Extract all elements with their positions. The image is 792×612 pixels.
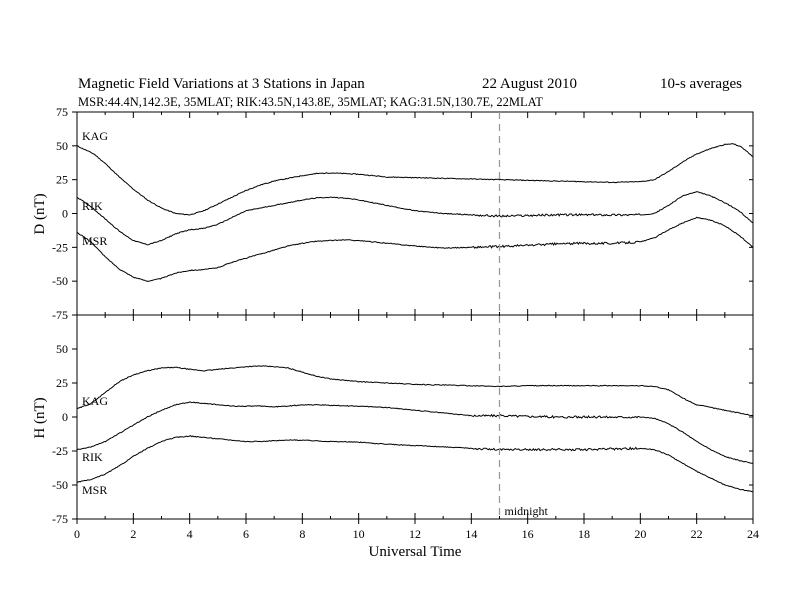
x-tick-label: 18 [578,527,590,541]
d-series-line-msr [76,216,754,283]
h-series-line-msr [76,435,754,493]
h-y-tick-label: -25 [52,444,68,458]
date-label: 22 August 2010 [482,76,577,92]
h-series-label-kag: KAG [82,394,108,408]
x-tick-label: 10 [353,527,365,541]
x-tick-label: 2 [130,527,136,541]
d-y-tick-label: 50 [56,139,68,153]
d-y-tick-label: 25 [56,173,68,187]
h-y-ticks: 50 25 0 -25 -50 -75 [52,315,754,526]
h-panel-frame [76,314,754,520]
h-series-label-rik: RIK [82,450,103,464]
d-series-label-kag: KAG [82,129,108,143]
h-y-tick-label: 0 [62,410,68,424]
x-tick-label: 0 [74,527,80,541]
chart-title: Magnetic Field Variations at 3 Stations … [78,76,365,92]
h-series-line-kag [76,365,754,417]
d-y-tick-label: 75 [56,105,68,119]
d-y-ticks: 75 50 25 0 -25 -50 -75 [52,105,754,322]
x-ticks: 0 2 4 6 8 10 12 14 16 18 20 22 24 [74,519,759,541]
d-y-axis-label: D (nT) [32,193,48,234]
h-series-label-msr: MSR [82,483,107,497]
x-tick-label: 6 [243,527,249,541]
h-y-tick-label: -75 [52,512,68,526]
h-series-line-rik [76,401,754,464]
d-y-tick-label: -50 [52,274,68,288]
h-y-axis-label: H (nT) [32,397,48,438]
h-y-tick-label: 25 [56,376,68,390]
averaging-label: 10-s averages [660,76,742,92]
x-tick-label: 16 [522,527,534,541]
d-panel: 75 50 25 0 -25 -50 -75 D (nT) KAG RIK MSR [32,105,754,322]
x-tick-label: 24 [747,527,759,541]
d-series-line-kag [76,143,754,216]
d-series-label-rik: RIK [82,199,103,213]
x-tick-label: 20 [634,527,646,541]
x-tick-label: 22 [691,527,703,541]
d-series-label-msr: MSR [82,234,107,248]
d-series [76,143,754,283]
x-tick-label: 12 [409,527,421,541]
h-y-tick-label: 50 [56,342,68,356]
d-y-tick-label: -25 [52,240,68,254]
x-tick-label: 4 [187,527,193,541]
x-tick-label: 8 [299,527,305,541]
d-series-line-rik [76,191,754,246]
h-series [76,365,754,493]
d-y-tick-label: -75 [52,308,68,322]
midnight-label: midnight [505,504,549,518]
d-y-tick-label: 0 [62,207,68,221]
x-tick-label: 14 [465,527,477,541]
figure-header: Magnetic Field Variations at 3 Stations … [78,76,742,109]
stations-label: MSR:44.4N,142.3E, 35MLAT; RIK:43.5N,143.… [78,95,543,109]
h-y-tick-label: -50 [52,478,68,492]
x-axis-label: Universal Time [369,544,462,560]
